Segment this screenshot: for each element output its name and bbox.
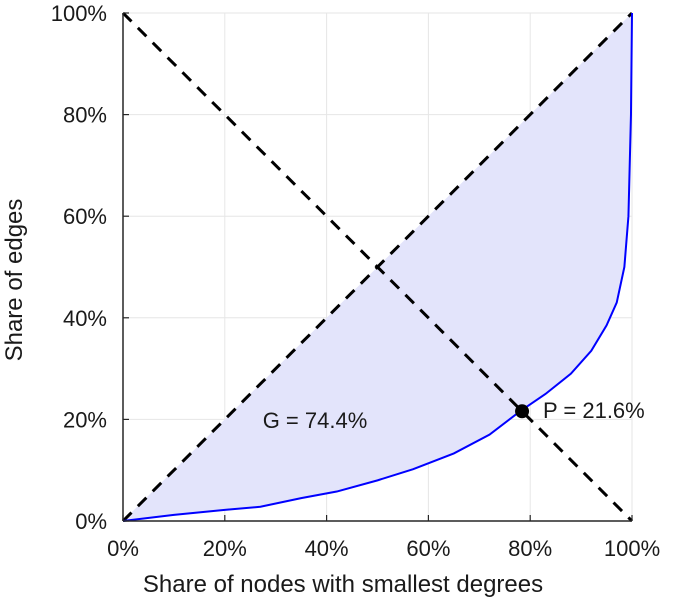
y-tick-labels: 0% 20% 40% 60% 80% 100% [51,1,107,534]
y-tick-label: 80% [63,103,107,128]
x-tick-label: 100% [604,536,660,561]
point-label: P = 21.6% [543,398,645,423]
x-tick-label: 60% [406,536,450,561]
x-axis-label: Share of nodes with smallest degrees [143,571,543,598]
y-tick-label: 40% [63,306,107,331]
anti-diagonal-line [121,11,634,523]
y-tick-label: 100% [51,1,107,26]
lorenz-curve [122,12,633,522]
y-axis-label: Share of edges [1,199,28,362]
x-tick-label: 0% [107,536,139,561]
y-tick-label: 0% [75,509,107,534]
x-tick-labels: 0% 20% 40% 60% 80% 100% [107,536,660,561]
x-tick-label: 80% [508,536,552,561]
intersection-point [515,404,530,419]
y-tick-label: 60% [63,204,107,229]
x-tick-label: 20% [203,536,247,561]
y-tick-label: 20% [63,407,107,432]
axes [122,12,633,522]
gini-label: G = 74.4% [263,408,368,433]
x-tick-label: 40% [305,536,349,561]
